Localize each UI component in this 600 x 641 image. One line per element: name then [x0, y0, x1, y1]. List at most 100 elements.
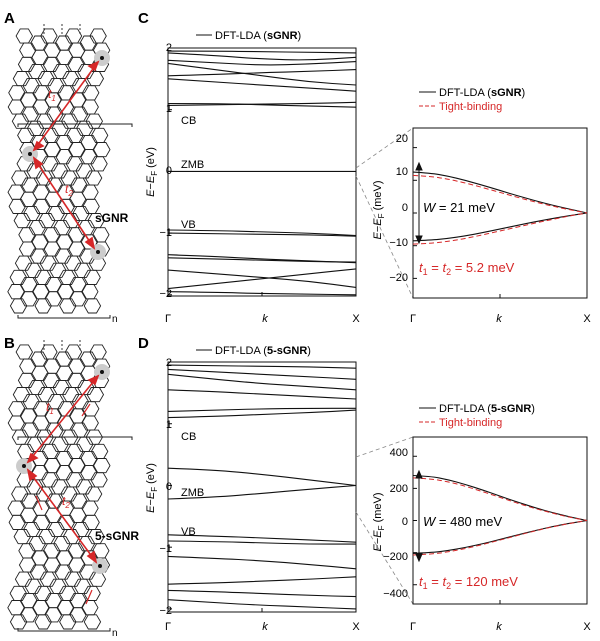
- dft-band-12: [167, 257, 357, 263]
- carbon-ring: [81, 284, 99, 300]
- x-tick-k-d: k: [262, 621, 268, 633]
- carbon-ring: [19, 191, 38, 207]
- carbon-ring: [86, 71, 105, 87]
- carbon-ring: [41, 472, 59, 488]
- dft-band-9: [167, 540, 356, 545]
- dft-band-6: [167, 467, 357, 487]
- legend-label-d: DFT-LDA (5-sGNR): [215, 345, 311, 357]
- t1-label-a: t1: [48, 87, 56, 103]
- carbon-ring: [20, 291, 38, 307]
- carbon-ring: [93, 142, 111, 158]
- carbon-ring: [7, 99, 26, 115]
- panel-b-letter: B: [4, 335, 15, 352]
- y-tick-0-ci: 0: [402, 202, 408, 214]
- carbon-ring: [81, 99, 99, 115]
- tight-binding-band-2: [412, 477, 588, 521]
- carbon-ring: [93, 458, 111, 474]
- carbon-ring: [29, 248, 48, 264]
- y-tick-m1-c: −1: [159, 227, 172, 239]
- carbon-ring: [7, 415, 26, 431]
- dft-band-13: [167, 599, 357, 610]
- dft-band-2: [167, 373, 357, 391]
- legend-label-c: DFT-LDA (sGNR): [215, 30, 301, 42]
- carbon-ring: [43, 458, 62, 474]
- unit-cell-subscript-b: n: [112, 628, 118, 639]
- carbon-ring: [81, 415, 99, 431]
- carbon-ring: [11, 170, 29, 186]
- hopping-arrows-b: [26, 374, 100, 564]
- carbon-ring: [84, 170, 103, 186]
- y-tick-m200-di: −200: [383, 551, 408, 563]
- carbon-ring: [60, 486, 78, 502]
- carbon-ring: [17, 56, 36, 72]
- carbon-ring: [12, 71, 31, 87]
- tight-binding-band-3: [412, 520, 588, 556]
- dft-band-1: [412, 212, 588, 242]
- carbon-ring: [79, 149, 98, 165]
- site-dot: [98, 564, 102, 568]
- legend-label-tb-c-inset: Tight-binding: [439, 101, 502, 113]
- site-dot: [100, 56, 104, 60]
- dft-band-4: [167, 407, 356, 412]
- carbon-ring: [75, 163, 93, 179]
- y-tick-0-di: 0: [402, 516, 408, 528]
- carbon-ring: [55, 149, 73, 165]
- x-tick-gamma-di: Γ: [410, 621, 416, 633]
- dft-band-4: [167, 69, 357, 77]
- dft-band-11: [167, 576, 357, 585]
- carbon-ring: [11, 486, 29, 502]
- carbon-ring: [43, 557, 61, 573]
- dft-band-0: [167, 50, 357, 54]
- band-label-cb-c: CB: [181, 115, 196, 127]
- sgnr-label: sGNR: [95, 211, 129, 225]
- y-tick-2-c: 2: [166, 42, 172, 54]
- carbon-ring: [70, 493, 88, 509]
- carbon-ring: [21, 177, 39, 193]
- carbon-ring: [31, 49, 49, 65]
- carbon-ring: [92, 227, 110, 243]
- y-tick-m2-c: −2: [159, 288, 172, 300]
- t2-label-b: t2: [62, 494, 70, 510]
- y-axis-label-ci: E−EF (meV): [372, 180, 386, 239]
- y-axis-label-c: E−EF (eV): [145, 147, 159, 197]
- carbon-ring: [54, 564, 72, 580]
- y-tick-0-c: 0: [166, 165, 172, 177]
- 5-sgnr-structure: [7, 340, 111, 630]
- legend-label-dft-c-inset: DFT-LDA (sGNR): [439, 87, 525, 99]
- tight-binding-band-3: [412, 212, 588, 245]
- carbon-ring: [84, 486, 103, 502]
- carbon-ring: [12, 387, 31, 403]
- carbon-ring: [69, 291, 87, 307]
- carbon-ring: [8, 401, 26, 417]
- legend-d-inset: DFT-LDA (5-sGNR) Tight-binding: [419, 403, 535, 429]
- site-dot: [100, 370, 104, 374]
- y-tick-m20-ci: −20: [389, 272, 408, 284]
- y-tick-10-ci: 10: [396, 166, 408, 178]
- band-zoom-d: [412, 436, 588, 605]
- carbon-ring: [44, 607, 63, 623]
- carbon-ring: [31, 365, 49, 381]
- tight-binding-band-2: [412, 174, 588, 214]
- site-dot: [96, 250, 100, 254]
- dft-band-9: [167, 229, 357, 237]
- carbon-ring: [58, 269, 77, 285]
- bandwidth-label-d: W = 480 meV: [423, 514, 502, 529]
- legend-d: DFT-LDA (5-sGNR): [196, 345, 311, 357]
- dft-band-14: [167, 268, 357, 290]
- hopping-arrows-a: [32, 60, 100, 250]
- carbon-ring: [77, 63, 95, 80]
- carbon-ring: [58, 585, 77, 601]
- hopping-label-d: t1 = t2 = 120 meV: [419, 574, 518, 591]
- carbon-ring: [78, 564, 97, 580]
- t2-label-a: t2: [65, 182, 73, 198]
- carbon-ring: [29, 564, 48, 580]
- dft-band-0: [412, 171, 588, 214]
- y-tick-1-c: 1: [166, 103, 172, 115]
- y-tick-m400-di: −400: [383, 588, 408, 600]
- carbon-ring: [54, 248, 72, 264]
- y-tick-2-d: 2: [166, 357, 172, 369]
- dft-band-7: [167, 484, 357, 500]
- hopping-label-c: t1 = t2 = 5.2 meV: [419, 260, 515, 277]
- dft-band-15: [167, 291, 357, 296]
- carbon-ring: [14, 255, 33, 271]
